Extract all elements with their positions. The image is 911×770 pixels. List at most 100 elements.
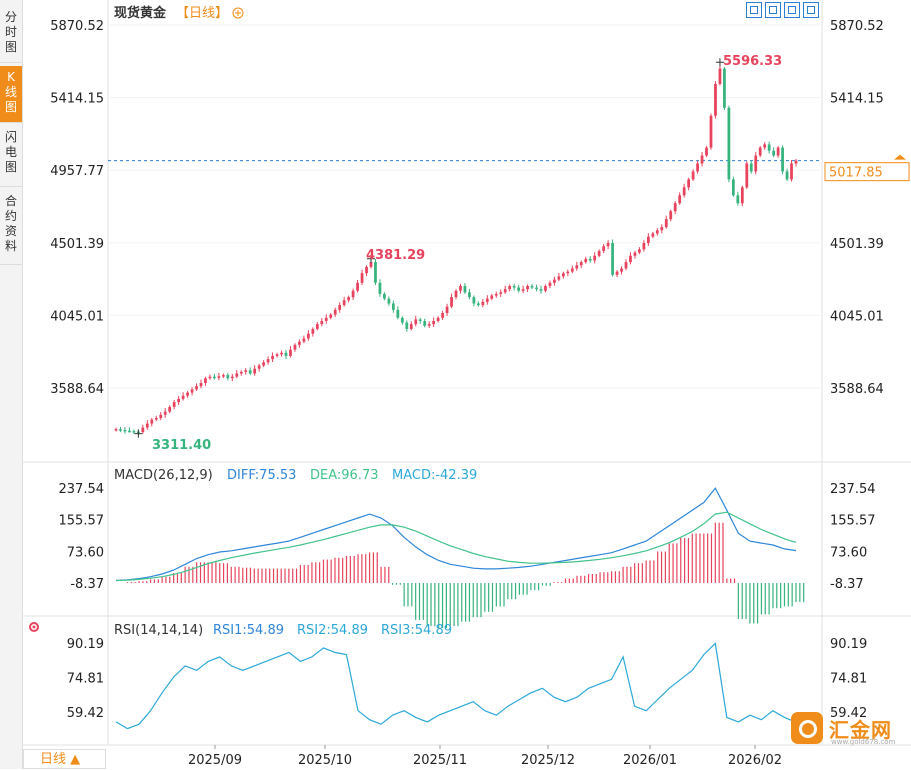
candle-body bbox=[557, 276, 561, 280]
candle-body bbox=[181, 395, 185, 399]
candle-body bbox=[423, 320, 427, 326]
tab-flash[interactable]: 闪电图 bbox=[0, 126, 22, 187]
candle-body bbox=[329, 314, 333, 318]
candle-body bbox=[204, 378, 207, 384]
candle-body bbox=[696, 163, 699, 172]
candle-body bbox=[781, 147, 784, 172]
period-tag: 【日线】 bbox=[176, 6, 228, 21]
candle-body bbox=[253, 368, 257, 374]
candle-body bbox=[606, 243, 610, 247]
candle-body bbox=[271, 355, 274, 360]
candle-body bbox=[150, 419, 154, 424]
candle-body bbox=[454, 290, 458, 298]
candle-body bbox=[347, 297, 351, 301]
candle-body bbox=[400, 317, 404, 323]
candle-body bbox=[566, 271, 570, 274]
macd-tick-right: 73.60 bbox=[830, 545, 867, 560]
x-tick-label: 2025/09 bbox=[188, 753, 242, 768]
x-axis: 2025/09 2025/10 2025/11 2025/12 2026/01 2026/… bbox=[188, 745, 782, 768]
candle-body bbox=[217, 376, 221, 378]
candle-body bbox=[575, 265, 579, 269]
candle-body bbox=[262, 362, 266, 366]
candle-body bbox=[758, 147, 762, 156]
candle-body bbox=[226, 375, 230, 379]
candle-body bbox=[517, 287, 521, 291]
x-tick-label: 2025/10 bbox=[298, 753, 352, 768]
candle-body bbox=[736, 195, 740, 204]
candle-body bbox=[168, 406, 172, 412]
macd-tick-right: 155.57 bbox=[830, 514, 876, 529]
candle-body bbox=[570, 268, 574, 272]
candle-body bbox=[588, 258, 592, 261]
tab-contract-info[interactable]: 合约资料 bbox=[0, 190, 22, 265]
step-forward-icon[interactable] bbox=[803, 2, 819, 18]
candle-body bbox=[356, 282, 359, 291]
price-tick-left: 4957.77 bbox=[50, 164, 104, 179]
candle-body bbox=[602, 246, 606, 251]
candle-body bbox=[427, 324, 431, 326]
rsi-tick-right: 90.19 bbox=[830, 637, 867, 652]
zoom-out-icon[interactable] bbox=[765, 2, 781, 18]
macd-tick-left: -8.37 bbox=[70, 577, 104, 592]
candle-body bbox=[266, 359, 270, 363]
settings-icon[interactable] bbox=[29, 622, 39, 632]
candle-body bbox=[306, 333, 310, 339]
add-symbol-icon[interactable] bbox=[232, 7, 244, 19]
candle-body bbox=[159, 414, 163, 419]
candle-body bbox=[579, 262, 583, 266]
candle-body bbox=[655, 230, 659, 234]
candle-body bbox=[378, 282, 382, 294]
candle-body bbox=[436, 317, 440, 321]
candle-body bbox=[749, 163, 753, 172]
price-tick-left: 4501.39 bbox=[50, 237, 104, 252]
rsi-tick-left: 59.42 bbox=[67, 706, 104, 721]
candle-body bbox=[718, 68, 722, 84]
candle-body bbox=[651, 233, 655, 237]
candle-body bbox=[199, 383, 203, 387]
candle-body bbox=[633, 252, 637, 256]
candle-body bbox=[177, 398, 181, 403]
candle-body bbox=[298, 341, 301, 345]
candle-body bbox=[365, 266, 368, 274]
candle-body bbox=[521, 289, 525, 291]
candle-body bbox=[593, 255, 597, 261]
candle-body bbox=[530, 285, 534, 288]
current-price-label: 5017.85 bbox=[829, 166, 883, 181]
candle-body bbox=[682, 187, 686, 196]
price-tick-left: 5870.52 bbox=[50, 19, 104, 34]
candle-body bbox=[740, 187, 744, 204]
up-arrow-icon bbox=[894, 154, 906, 160]
macd-histogram bbox=[126, 522, 805, 628]
price-tick-left: 4045.01 bbox=[50, 309, 104, 324]
zoom-in-icon[interactable] bbox=[746, 2, 762, 18]
candle-body bbox=[289, 349, 292, 356]
rsi-tick-left: 74.81 bbox=[67, 671, 104, 686]
tab-timeshare-label: 分时图 bbox=[4, 10, 17, 54]
price-tick-right: 4045.01 bbox=[830, 309, 884, 324]
logo-icon bbox=[791, 712, 823, 744]
candle-body bbox=[387, 298, 391, 304]
candle-body bbox=[132, 431, 136, 433]
rsi1-label: RSI1:54.89 bbox=[213, 623, 284, 638]
period-selector-button[interactable]: 日线 ▲ bbox=[23, 749, 106, 769]
candle-body bbox=[280, 352, 283, 355]
high-label: 5596.33 bbox=[723, 54, 782, 69]
candle-body bbox=[230, 376, 234, 379]
candle-body bbox=[544, 285, 547, 291]
candle-body bbox=[597, 250, 601, 256]
candle-body bbox=[235, 373, 239, 377]
candle-body bbox=[731, 179, 735, 196]
candle-body bbox=[772, 150, 776, 156]
step-back-icon[interactable] bbox=[784, 2, 800, 18]
candle-body bbox=[615, 271, 619, 275]
rsi-tick-right: 74.81 bbox=[830, 671, 867, 686]
candle-body bbox=[114, 429, 118, 431]
candle-body bbox=[213, 376, 216, 379]
x-tick-label: 2026/01 bbox=[623, 753, 677, 768]
tab-timeshare[interactable]: 分时图 bbox=[0, 6, 22, 63]
candle-body bbox=[468, 292, 471, 298]
